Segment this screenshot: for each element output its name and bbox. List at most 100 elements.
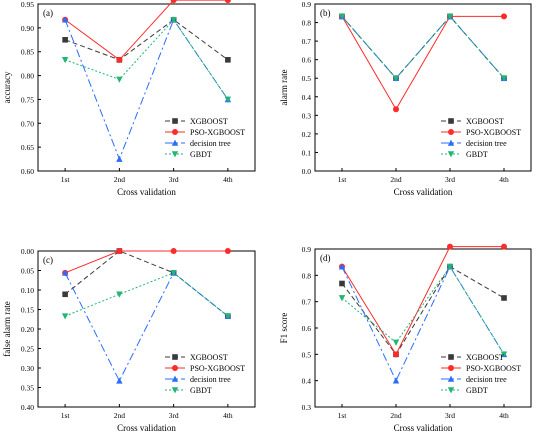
series-gbdt	[61, 270, 232, 320]
series-xgboost	[62, 248, 231, 319]
legend: XGBOOST PSO-XGBOOST decision tree GBDT	[441, 117, 521, 159]
x-tick-label: 2nd	[390, 175, 402, 184]
legend-marker	[171, 375, 179, 382]
y-tick-label: 0.40	[21, 403, 34, 412]
series-line	[64, 250, 229, 317]
x-tick-label: 4th	[223, 411, 233, 420]
data-point	[338, 263, 346, 270]
data-point	[61, 57, 69, 64]
series-line	[341, 15, 504, 111]
data-point	[116, 248, 123, 254]
x-axis-label: Cross validation	[117, 423, 176, 433]
chart-panel-4: 0.3 0.4 0.5 0.6 0.7 0.8 0.9 1st 2nd 3rd 4th Cross v…	[279, 243, 532, 433]
y-tick-label: 0.80	[21, 72, 34, 81]
legend-label: XGBOOST	[466, 117, 504, 126]
data-point	[224, 96, 232, 103]
x-tick-label: 3rd	[445, 411, 455, 420]
y-axis-label: false alarm rate	[2, 301, 12, 356]
y-axis-label: alarm rate	[279, 69, 289, 105]
chart-panel-2: 0.0 0.1 0.2 0.3 0.4 0.5 0.6 0.7 0.8 0.9 1st 2nd 3rd 4…	[279, 0, 532, 197]
plot-frame	[314, 3, 532, 172]
data-point	[116, 291, 123, 298]
data-point	[170, 248, 177, 254]
data-point	[447, 243, 453, 250]
data-point	[501, 295, 507, 301]
y-tick-label: 0.9	[302, 245, 312, 254]
data-point	[392, 339, 400, 346]
series-xgboost	[62, 16, 231, 63]
y-tick-label: 0.4	[302, 377, 312, 386]
y-tick-label: 0.6	[302, 324, 312, 333]
legend-label: GBDT	[190, 386, 212, 395]
legend: XGBOOST PSO-XGBOOST decision tree GBDT	[165, 353, 245, 395]
data-point	[116, 56, 123, 63]
y-tick-label: 0.3	[302, 403, 312, 412]
x-axis-label: Cross validation	[394, 187, 453, 197]
legend-label: GBDT	[466, 386, 488, 395]
x-tick-label: 4th	[223, 175, 233, 184]
data-point	[61, 269, 69, 276]
series-line	[341, 265, 505, 356]
data-point	[224, 0, 231, 4]
series-xgboost	[339, 263, 507, 358]
data-point	[338, 13, 346, 20]
series-line	[64, 250, 228, 274]
series-pso-xgboost	[339, 243, 507, 358]
y-axis-label: F1 score	[279, 313, 289, 344]
legend-marker	[447, 151, 455, 158]
data-point	[62, 291, 68, 298]
x-tick-label: 1st	[338, 411, 348, 420]
x-tick-label: 3rd	[445, 175, 455, 184]
data-point	[61, 16, 69, 23]
panel-label: (a)	[43, 8, 53, 18]
data-point	[224, 313, 232, 320]
data-point	[501, 13, 507, 20]
panel-label: (c)	[43, 255, 53, 265]
legend-marker	[448, 354, 454, 360]
legend-label: PSO-XGBOOST	[190, 128, 245, 137]
x-tick-label: 4th	[499, 411, 509, 420]
y-tick-label: 0.75	[21, 95, 34, 104]
legend-marker	[171, 387, 179, 394]
y-tick-label: 0.60	[21, 167, 34, 176]
data-point	[170, 270, 177, 277]
data-point	[116, 377, 123, 384]
x-tick-label: 1st	[338, 175, 348, 184]
y-tick-label: 0.2	[302, 130, 312, 139]
y-tick-label: 0.85	[21, 48, 34, 57]
y-tick-label: 0.3	[302, 111, 312, 120]
legend: XGBOOST PSO-XGBOOST decision tree GBDT	[165, 117, 245, 159]
chart-panel-1: 0.60 0.65 0.70 0.75 0.80 0.85 0.90 0.95 1st 2nd 3r…	[2, 0, 256, 197]
series-line	[341, 15, 505, 79]
series-line	[64, 19, 229, 61]
legend-marker	[448, 129, 454, 135]
series-gbdt	[338, 263, 508, 358]
y-tick-label: 0.15	[21, 306, 34, 315]
data-point	[116, 155, 123, 162]
legend-marker	[447, 139, 455, 146]
legend-marker	[448, 118, 454, 124]
legend-marker	[447, 375, 455, 382]
y-tick-label: 0.25	[21, 345, 34, 354]
y-tick-label: 0.05	[21, 267, 34, 276]
plot-frame	[37, 3, 256, 172]
series-gbdt	[61, 16, 232, 103]
x-tick-label: 3rd	[169, 175, 179, 184]
data-point	[116, 76, 123, 83]
data-point	[224, 248, 231, 254]
series-line	[64, 0, 228, 61]
legend-marker	[172, 129, 178, 135]
y-tick-label: 0.65	[21, 143, 34, 152]
series-pso-xgboost	[339, 13, 507, 113]
data-point	[338, 295, 346, 302]
data-point	[170, 0, 177, 4]
panel-label: (b)	[320, 8, 331, 18]
y-tick-label: 0.8	[302, 19, 312, 28]
y-tick-label: 0.0	[302, 167, 312, 176]
data-point	[446, 263, 454, 271]
chart-panel-3: 0.00 0.05 0.10 0.15 0.20 0.25 0.30 0.35 0.40 1st 2…	[2, 247, 256, 433]
legend-label: XGBOOST	[190, 117, 228, 126]
legend: XGBOOST PSO-XGBOOST decision tree GBDT	[441, 353, 521, 395]
legend-marker	[171, 151, 179, 158]
